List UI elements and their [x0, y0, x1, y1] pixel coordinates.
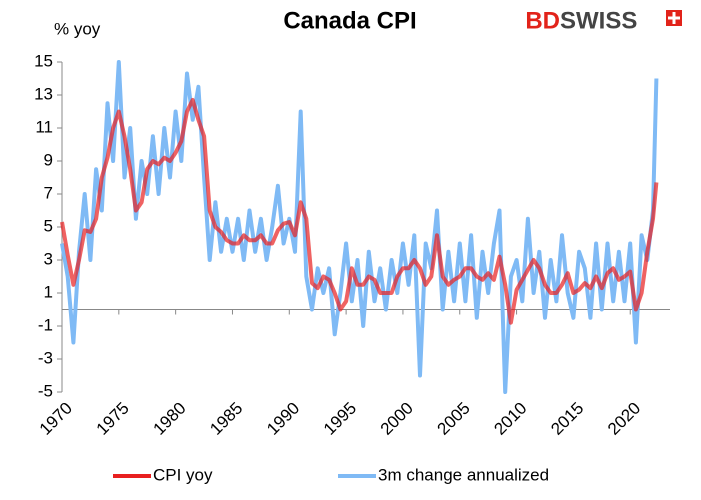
legend-label: 3m change annualized: [378, 465, 549, 484]
brand-icon: [668, 12, 680, 24]
chart-title: Canada CPI: [283, 7, 416, 34]
y-tick-label: 7: [44, 183, 53, 202]
y-axis-label: % yoy: [54, 19, 101, 38]
y-tick-label: 1: [44, 282, 53, 301]
y-tick-label: -1: [38, 315, 53, 334]
series-line: [60, 60, 659, 394]
y-tick-label: -5: [38, 381, 53, 400]
x-tick-label: 1975: [93, 399, 133, 439]
x-tick-label: 1970: [36, 399, 76, 439]
x-tick-label: 2010: [490, 399, 530, 439]
x-tick-label: 1980: [149, 399, 189, 439]
brand-logo: SWISS: [560, 7, 637, 34]
x-tick-label: 2000: [377, 399, 417, 439]
x-tick-label: 1990: [263, 399, 303, 439]
y-tick-label: 15: [34, 51, 53, 70]
y-tick-label: -3: [38, 348, 53, 367]
brand-logo: BD: [525, 7, 560, 34]
x-tick-label: 1985: [206, 399, 246, 439]
y-tick-label: 9: [44, 150, 53, 169]
x-tick-label: 2015: [547, 399, 587, 439]
x-tick-label: 2020: [604, 399, 644, 439]
y-tick-label: 13: [34, 84, 53, 103]
y-tick-label: 3: [44, 249, 53, 268]
series-line: [60, 97, 659, 325]
x-tick-label: 2005: [434, 399, 474, 439]
legend-label: CPI yoy: [153, 465, 213, 484]
x-tick-label: 1995: [320, 399, 360, 439]
y-tick-label: 11: [35, 117, 53, 136]
y-tick-label: 5: [44, 216, 53, 235]
